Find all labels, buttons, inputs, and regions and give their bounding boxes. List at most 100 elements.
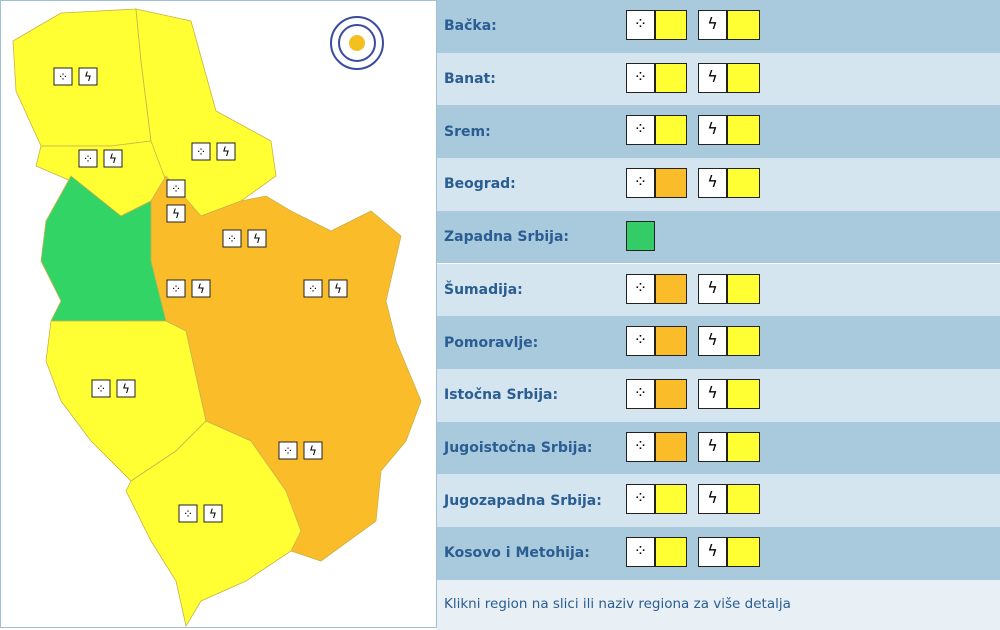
thunder-level bbox=[727, 326, 760, 357]
thunder-level bbox=[727, 168, 760, 199]
map-icon-glyph: ⁘ bbox=[196, 145, 206, 159]
logo bbox=[330, 16, 384, 70]
rain-icon: ⁘ bbox=[626, 62, 655, 93]
thunder-icon: ϟ bbox=[698, 326, 727, 357]
region-row[interactable]: Zapadna Srbija: bbox=[437, 210, 1000, 264]
map-icon-glyph: ⁘ bbox=[83, 152, 93, 166]
map-icon-glyph: ϟ bbox=[209, 507, 217, 521]
region-name[interactable]: Banat: bbox=[444, 71, 496, 88]
map-icon bbox=[303, 279, 323, 298]
region-kosovo[interactable] bbox=[125, 420, 302, 627]
region-name[interactable]: Pomoravlje: bbox=[444, 334, 539, 351]
thunder-icon: ϟ bbox=[698, 537, 727, 567]
rain-level bbox=[655, 431, 687, 462]
map-icon-glyph: ϟ bbox=[172, 207, 180, 221]
region-map[interactable]: ⁘ ϟ ⁘ ϟ ⁘ ϟ ⁘ ϟ ⁘ ϟ ⁘ ϟ ⁘ ϟ ⁘ ϟ ⁘ ϟ ⁘ ϟ bbox=[0, 0, 437, 628]
region-row[interactable]: Istočna Srbija: ⁘ ϟ bbox=[437, 368, 1000, 422]
map-icon-glyph: ⁘ bbox=[227, 232, 237, 246]
map-icon-glyph: ϟ bbox=[84, 70, 92, 84]
rain-level bbox=[655, 168, 687, 199]
thunder-icon: ϟ bbox=[698, 62, 727, 93]
region-name[interactable]: Jugozapadna Srbija: bbox=[444, 492, 602, 509]
thunder-level bbox=[727, 537, 760, 567]
region-row[interactable]: Jugoistočna Srbija: ⁘ ϟ bbox=[437, 421, 1000, 475]
rain-level bbox=[655, 484, 687, 515]
rain-icon: ⁘ bbox=[626, 273, 655, 304]
thunder-icon: ϟ bbox=[698, 115, 727, 146]
map-icon-glyph: ⁘ bbox=[58, 70, 68, 84]
map-icon bbox=[116, 379, 136, 398]
rain-level bbox=[655, 10, 687, 40]
map-icon-glyph: ⁘ bbox=[283, 444, 293, 458]
rain-level bbox=[655, 378, 687, 409]
map-icon-glyph: ⁘ bbox=[171, 282, 181, 296]
map-icon bbox=[91, 379, 111, 398]
region-name[interactable]: Zapadna Srbija: bbox=[444, 229, 570, 246]
warning-table: Klikni region na slici ili naziv regiona… bbox=[437, 0, 1000, 630]
region-name[interactable]: Srem: bbox=[444, 123, 491, 140]
footer-text: Klikni region na slici ili naziv regiona… bbox=[444, 596, 791, 612]
thunder-level bbox=[727, 431, 760, 462]
thunder-icon: ϟ bbox=[698, 168, 727, 199]
region-row[interactable]: Šumadija: ⁘ ϟ bbox=[437, 263, 1000, 317]
thunder-level bbox=[727, 10, 760, 40]
region-name[interactable]: Šumadija: bbox=[444, 281, 523, 298]
thunder-level bbox=[727, 484, 760, 515]
map-icon bbox=[166, 279, 186, 298]
map-icon bbox=[278, 441, 298, 460]
map-icon-glyph: ⁘ bbox=[183, 507, 193, 521]
map-icon-glyph: ϟ bbox=[197, 282, 205, 296]
thunder-icon: ϟ bbox=[698, 273, 727, 304]
region-name[interactable]: Bačka: bbox=[444, 18, 497, 35]
region-name[interactable]: Kosovo i Metohija: bbox=[444, 545, 590, 562]
rain-icon: ⁘ bbox=[626, 378, 655, 409]
map-icon bbox=[203, 504, 223, 523]
map-icon-glyph: ⁘ bbox=[171, 182, 181, 196]
region-name[interactable]: Jugoistočna Srbija: bbox=[444, 439, 593, 456]
region-row[interactable]: Bačka: ⁘ ϟ bbox=[437, 0, 1000, 53]
map-icon bbox=[247, 229, 267, 248]
map-icon bbox=[191, 279, 211, 298]
thunder-icon: ϟ bbox=[698, 484, 727, 515]
thunder-icon: ϟ bbox=[698, 10, 727, 40]
map-icon bbox=[53, 67, 73, 86]
region-row[interactable]: Srem: ⁘ ϟ bbox=[437, 105, 1000, 159]
rain-icon: ⁘ bbox=[626, 168, 655, 199]
region-row[interactable]: Pomoravlje: ⁘ ϟ bbox=[437, 316, 1000, 369]
map-icon-glyph: ⁘ bbox=[308, 282, 318, 296]
map-icon-glyph: ⁘ bbox=[96, 382, 106, 396]
map-icon bbox=[178, 504, 198, 523]
rain-icon: ⁘ bbox=[626, 10, 655, 40]
map-icon bbox=[216, 142, 236, 161]
region-name[interactable]: Beograd: bbox=[444, 176, 516, 193]
region-row[interactable]: Kosovo i Metohija: ⁘ ϟ bbox=[437, 527, 1000, 580]
map-icon bbox=[103, 149, 123, 168]
thunder-level bbox=[727, 378, 760, 409]
rain-icon: ⁘ bbox=[626, 484, 655, 515]
region-name[interactable]: Istočna Srbija: bbox=[444, 387, 559, 404]
map-icon bbox=[166, 179, 186, 198]
rain-icon: ⁘ bbox=[626, 326, 655, 357]
map-icon bbox=[78, 67, 98, 86]
map-icon-glyph: ϟ bbox=[109, 152, 117, 166]
map-icons: ⁘ ϟ ⁘ ϟ ⁘ ϟ ⁘ ϟ ⁘ ϟ ⁘ ϟ ⁘ ϟ ⁘ ϟ ⁘ ϟ ⁘ ϟ bbox=[53, 67, 348, 523]
rain-icon: ⁘ bbox=[626, 115, 655, 146]
map-icon bbox=[328, 279, 348, 298]
rain-level bbox=[655, 537, 687, 567]
region-row[interactable]: Jugozapadna Srbija: ⁘ ϟ bbox=[437, 474, 1000, 527]
map-icon bbox=[222, 229, 242, 248]
rain-icon: ⁘ bbox=[626, 537, 655, 567]
rain-level bbox=[655, 62, 687, 93]
map-icon bbox=[191, 142, 211, 161]
warning-level bbox=[626, 220, 655, 251]
map-icon bbox=[166, 204, 186, 223]
rain-icon: ⁘ bbox=[626, 431, 655, 462]
rain-level bbox=[655, 115, 687, 146]
map-icon-glyph: ϟ bbox=[122, 382, 130, 396]
region-row[interactable]: Beograd: ⁘ ϟ bbox=[437, 158, 1000, 211]
thunder-level bbox=[727, 273, 760, 304]
thunder-level bbox=[727, 115, 760, 146]
thunder-level bbox=[727, 62, 760, 93]
region-row[interactable]: Banat: ⁘ ϟ bbox=[437, 52, 1000, 106]
thunder-icon: ϟ bbox=[698, 378, 727, 409]
